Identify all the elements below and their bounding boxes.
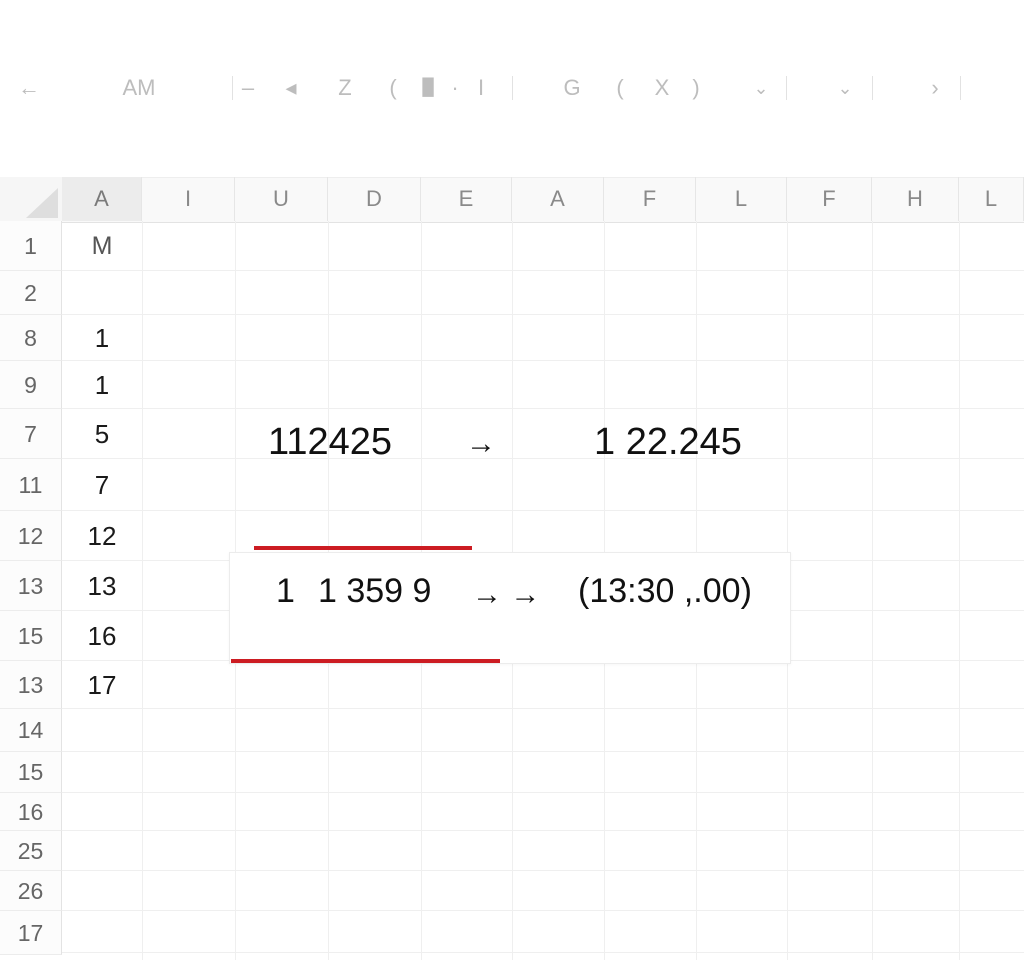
- conversion-overlay-box: [229, 552, 791, 664]
- grid-line: [62, 751, 1024, 752]
- row-header[interactable]: 16: [0, 793, 62, 831]
- red-underline-bottom: [231, 659, 500, 663]
- chevron-right-icon[interactable]: ›: [931, 75, 939, 100]
- row-header[interactable]: 13: [0, 661, 62, 709]
- row-header[interactable]: 14: [0, 709, 62, 752]
- grid-line: [872, 221, 873, 960]
- grid-line: [62, 360, 1024, 361]
- cell-a13[interactable]: 13: [87, 571, 117, 601]
- close-icon[interactable]: X: [654, 75, 670, 100]
- row-header[interactable]: 1: [0, 221, 62, 271]
- grid-line: [142, 221, 143, 960]
- back-arrow-icon[interactable]: ←: [18, 75, 40, 100]
- cell-a15[interactable]: 16: [87, 621, 117, 651]
- g-button[interactable]: G: [563, 75, 581, 100]
- double-arrow-right-icon: → →: [472, 578, 541, 611]
- chevron-down-icon[interactable]: ⌄: [837, 78, 853, 98]
- toolbar-separator: [512, 76, 513, 100]
- toolbar-separator: [960, 76, 961, 100]
- column-header[interactable]: L: [696, 177, 787, 221]
- grid-line: [62, 792, 1024, 793]
- column-header[interactable]: E: [421, 177, 512, 221]
- column-header[interactable]: I: [142, 177, 235, 221]
- column-header[interactable]: A: [62, 177, 142, 221]
- column-header[interactable]: F: [604, 177, 696, 221]
- column-header[interactable]: F: [787, 177, 872, 221]
- bar-icon: I: [477, 75, 485, 100]
- row-header[interactable]: 7: [0, 409, 62, 459]
- red-underline-top: [254, 546, 472, 550]
- grid-line: [62, 314, 1024, 315]
- dot-icon: ·: [451, 75, 459, 100]
- cell-a13b[interactable]: 17: [87, 670, 117, 700]
- conversion-prefix: 1: [276, 572, 295, 610]
- grid-line: [62, 708, 1024, 709]
- row-header[interactable]: 25: [0, 831, 62, 871]
- column-header[interactable]: L: [959, 177, 1024, 221]
- row-header[interactable]: 15: [0, 752, 62, 793]
- paren-close-icon: ): [692, 75, 700, 100]
- column-header[interactable]: D: [328, 177, 421, 221]
- grid-line: [62, 270, 1024, 271]
- grid-line: [62, 910, 1024, 911]
- grid-line: [62, 870, 1024, 871]
- select-all-triangle-icon: [26, 188, 58, 218]
- cell-a2[interactable]: [62, 271, 142, 315]
- z-button[interactable]: Z: [338, 75, 352, 100]
- grid-line: [959, 221, 960, 960]
- cell-a9[interactable]: 1: [94, 370, 110, 400]
- column-header[interactable]: U: [235, 177, 328, 221]
- row-header[interactable]: 17: [0, 911, 62, 955]
- row-header[interactable]: 2: [0, 271, 62, 315]
- row-header[interactable]: 12: [0, 511, 62, 561]
- formula-toolbar: ← AM – ◂ Z ( █ · I G ( X ) ⌄ ⌄ ›: [0, 66, 1024, 110]
- conversion-result-value: 1 22.245: [594, 421, 742, 463]
- row-header[interactable]: 26: [0, 871, 62, 911]
- row-header[interactable]: 11: [0, 459, 62, 511]
- grid-line: [62, 952, 1024, 953]
- column-header[interactable]: H: [872, 177, 959, 221]
- row-header[interactable]: 9: [0, 361, 62, 409]
- minus-button[interactable]: –: [241, 75, 255, 100]
- toolbar-separator: [786, 76, 787, 100]
- fill-tool-icon[interactable]: █: [422, 79, 434, 96]
- grid-line: [62, 830, 1024, 831]
- arrow-right-icon: →: [466, 427, 496, 460]
- paren-open-icon: (: [389, 75, 397, 100]
- name-box[interactable]: AM: [122, 75, 156, 100]
- row-header[interactable]: 15: [0, 611, 62, 661]
- cell-a7[interactable]: 5: [94, 419, 110, 449]
- grid-line: [62, 408, 1024, 409]
- column-header-bar: [62, 177, 1024, 223]
- cell-a8[interactable]: 1: [94, 323, 110, 353]
- row-header[interactable]: 13: [0, 561, 62, 611]
- grid-line: [62, 458, 1024, 459]
- conversion-result-value-2: (13:30 ,.00): [578, 572, 752, 610]
- toolbar-separator: [872, 76, 873, 100]
- grid-line: [62, 510, 1024, 511]
- conversion-source-value: 112425: [268, 421, 392, 463]
- cell-a11[interactable]: 7: [94, 470, 110, 500]
- column-header[interactable]: A: [512, 177, 604, 221]
- cell-a1[interactable]: M: [91, 232, 113, 260]
- paren-open-icon: (: [616, 75, 624, 100]
- row-header[interactable]: 8: [0, 315, 62, 361]
- conversion-source-value-2: 1 359 9: [318, 572, 432, 610]
- cell-a12[interactable]: 12: [87, 521, 117, 551]
- triangle-left-icon[interactable]: ◂: [285, 75, 297, 100]
- toolbar-separator: [232, 76, 233, 100]
- chevron-down-icon[interactable]: ⌄: [753, 78, 769, 98]
